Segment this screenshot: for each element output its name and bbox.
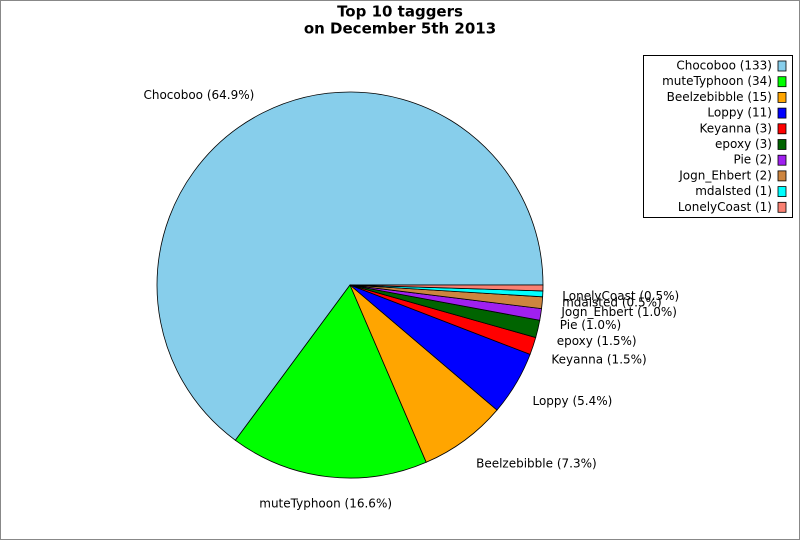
legend-swatch [777, 92, 787, 103]
legend-swatch [777, 139, 787, 150]
legend-swatch [777, 201, 787, 213]
chart-title: Top 10 taggers [337, 3, 463, 21]
slice-label: Jogn_Ehbert (1.0%) [560, 305, 677, 319]
legend-label: LonelyCoast (1) [678, 200, 772, 214]
legend-label: Keyanna (3) [700, 121, 773, 135]
slice-label: Chocoboo (64.9%) [143, 88, 254, 102]
slice-label: Pie (1.0%) [560, 318, 621, 332]
legend-label: Jogn_Ehbert (2) [678, 168, 772, 182]
slice-label: Keyanna (1.5%) [551, 353, 646, 367]
legend-label: Beelzebibble (15) [667, 90, 772, 104]
legend-swatch [777, 107, 787, 119]
pie-slice [156, 91, 544, 441]
slice-label: Beelzebibble (7.3%) [476, 456, 597, 470]
slice-label: LonelyCoast (0.5%) [562, 289, 679, 303]
legend-box [643, 55, 793, 218]
legend-label: epoxy (3) [715, 137, 772, 151]
legend-swatch [777, 60, 787, 72]
pie-slice [234, 284, 427, 479]
slice-label: Loppy (5.4%) [532, 394, 612, 408]
legend-label: mdalsted (1) [695, 184, 772, 198]
slice-label: mdalsted (0.5%) [562, 295, 662, 309]
legend-label: muteTyphoon (34) [662, 74, 772, 88]
legend-label: Chocoboo (133) [676, 59, 772, 73]
legend-swatch [777, 76, 787, 88]
legend-swatch [777, 170, 787, 182]
chart-subtitle: on December 5th 2013 [304, 20, 496, 38]
legend-label: Loppy (11) [707, 106, 772, 120]
legend-swatch [777, 123, 787, 135]
slice-label: epoxy (1.5%) [557, 334, 637, 348]
pie-slice [349, 284, 544, 292]
legend-swatch [777, 186, 787, 198]
slice-label: muteTyphoon (16.6%) [259, 496, 392, 510]
legend-label: Pie (2) [733, 153, 772, 167]
legend-swatch [777, 154, 787, 166]
